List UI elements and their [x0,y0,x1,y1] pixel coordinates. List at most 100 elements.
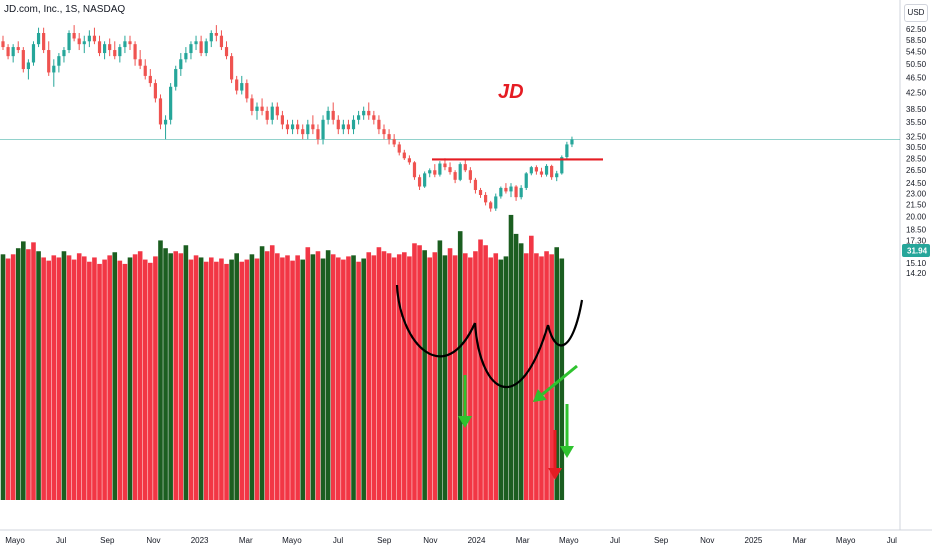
candle-body [62,50,66,57]
candle-body [103,44,107,54]
candle [316,124,320,145]
candle-body [128,41,132,45]
chart-title: JD.com, Inc., 1S, NASDAQ [4,4,126,15]
candle-body [448,167,452,173]
volume-bar [122,263,128,500]
candle [285,119,290,135]
time-tick-label: Mar [516,536,530,545]
candle-body [235,79,239,91]
candle [82,35,86,54]
candle [544,164,549,177]
candle [539,167,544,178]
volume-bar [158,240,163,500]
volume-bar [346,256,351,500]
candle-body [326,110,330,120]
candle [331,102,335,125]
volume-bar [407,256,412,500]
candle [565,141,569,159]
candle-body [321,119,325,140]
volume-bars [0,214,565,501]
candle-body [250,98,254,111]
candle-body [397,144,401,153]
candle [306,119,310,140]
candle [31,41,36,66]
price-tick-label: 28.50 [906,154,927,163]
candle [377,115,381,135]
volume-bar [117,260,123,500]
candle-body [346,124,351,130]
green-arrow-volume [458,375,472,428]
price-axis: 62.50 58.50 54.50 50.50 46.50 42.50 38.50 35.50… [906,25,927,278]
candle [184,47,188,63]
price-tick-label: 14.20 [906,269,927,278]
time-tick-label: Jul [333,536,343,545]
candle [387,129,391,145]
volume-bar [396,254,402,500]
price-tick-label: 35.50 [906,118,927,127]
price-tick-label: 20.00 [906,213,927,222]
volume-bar [539,256,544,500]
left-shoulder-curve [395,284,477,358]
time-tick-label: Mar [793,536,807,545]
candle [534,165,538,175]
time-tick-label: Jul [610,536,620,545]
candle-body [118,47,122,57]
candle [21,47,25,73]
price-tick-label: 46.50 [906,74,927,83]
volume-bar [315,251,321,500]
time-tick-label: Nov [146,536,160,545]
price-tick-label: 38.50 [906,105,927,114]
grid [0,0,932,531]
candle-body [555,173,559,178]
volume-bar [549,254,554,500]
candle [392,134,396,148]
candle-body [382,129,386,135]
candle [499,186,503,199]
candle [47,41,51,76]
candle [194,35,198,51]
candle-body [174,69,178,87]
candle [555,170,559,182]
candle-body [519,187,523,198]
volume-bar [183,245,189,500]
volume-bar [544,251,549,500]
volume-bar [5,258,11,500]
volume-bar [503,256,509,500]
volume-bar [295,255,300,500]
candle [199,35,203,57]
candle [494,193,498,211]
candle-body [133,44,137,60]
volume-bar [341,259,346,500]
volume-bar [249,254,255,500]
candle-body [138,59,142,66]
volume-bar [71,259,77,500]
candle-body [412,162,417,178]
candle [468,167,472,184]
candle-body [21,50,25,70]
candle [357,110,361,125]
time-tick-label: Mayo [836,536,856,545]
volume-bar [335,257,341,500]
volume-bar [320,258,326,500]
volume-bar [214,261,219,500]
volume-bar [173,251,179,500]
candle [204,38,208,57]
price-tick-label: 26.50 [906,166,927,175]
candle [169,83,173,125]
candle [179,53,183,76]
candle-body [169,86,173,120]
volume-bar [523,253,529,500]
price-tick-label: 58.50 [906,36,927,45]
candle-body [529,167,533,174]
volume-bar [66,255,72,500]
candle-body [72,32,76,39]
candle-body [214,32,218,36]
currency-button[interactable]: USD [904,4,928,22]
candle [280,110,284,130]
price-tick-label: 42.50 [906,88,927,97]
candle [174,65,178,91]
candle-body [275,106,279,116]
time-tick-label: Mayo [282,536,302,545]
volume-bar [290,260,295,500]
